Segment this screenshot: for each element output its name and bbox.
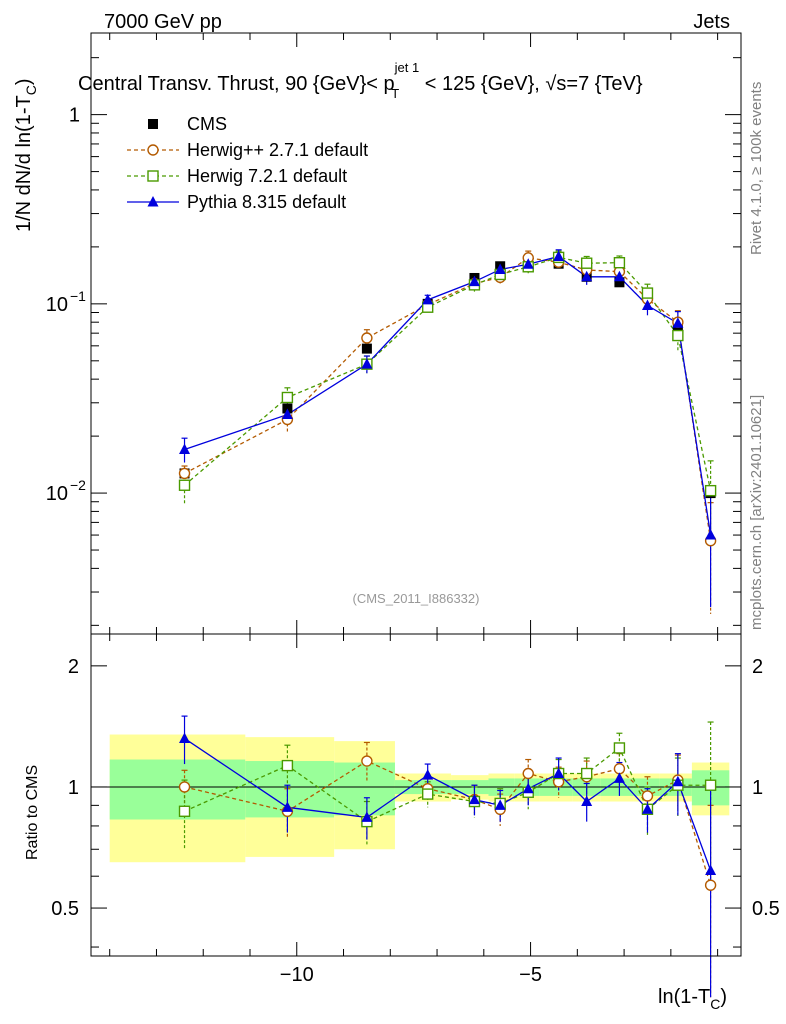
ratio-point-pythia-8-315-default xyxy=(179,732,191,743)
ratio-point-pythia-8-315-default xyxy=(613,772,625,783)
plot-title: Central Transv. Thrust, 90 {GeV}< pjet 1… xyxy=(78,60,643,101)
ratio-point-pythia-8-315-default xyxy=(361,811,373,822)
main-point-pythia-8-315-default xyxy=(581,270,593,282)
axis-ticks xyxy=(91,33,741,956)
main-point-pythia-8-315-default xyxy=(179,443,191,454)
header-left-label: 7000 GeV pp xyxy=(104,11,222,33)
ratio-y-tick-label-left: 2 xyxy=(68,656,79,678)
ratio-y-tick-label-right: 2 xyxy=(752,656,763,678)
ratio-point-herwig-7-2-1-default xyxy=(281,759,294,772)
main-point-pythia-8-315-default xyxy=(422,293,434,305)
ratio-point-herwig-7-2-1-default xyxy=(704,779,717,791)
legend-label: Herwig 7.2.1 default xyxy=(187,166,347,186)
mcplots-label: mcplots.cern.ch [arXiv:2401.10621] xyxy=(748,395,765,630)
ratio-point-pythia-8-315-default xyxy=(422,769,434,780)
main-point-herwig-7-2-1-default xyxy=(178,479,191,491)
ratio-point-pythia-8-315-default xyxy=(553,767,565,779)
main-point-pythia-8-315-default xyxy=(361,358,373,369)
legend-marker xyxy=(148,119,158,129)
main-point-herwig-7-2-1-default xyxy=(672,329,684,342)
ratio-point-herwig-2-7-1-default xyxy=(361,755,373,767)
ratio-panel-series xyxy=(178,715,717,998)
ratio-point-pythia-8-315-default xyxy=(672,775,684,787)
cms-data-point xyxy=(282,403,293,414)
ratio-y-tick-label-left: 1 xyxy=(68,777,79,799)
ratio-point-pythia-8-315-default xyxy=(641,803,653,814)
rivet-version-label: Rivet 4.1.0, ≥ 100k events xyxy=(748,82,765,255)
main-point-pythia-8-315-default xyxy=(494,263,506,274)
main-y-tick-exponent: −1 xyxy=(70,288,86,304)
band-inner-segment xyxy=(334,762,395,816)
main-point-pythia-8-315-default xyxy=(553,250,565,261)
main-y-tick-label: 10 xyxy=(46,483,68,505)
main-point-pythia-8-315-default xyxy=(468,275,480,287)
main-y-tick-label: 10 xyxy=(46,294,68,316)
ratio-point-pythia-8-315-default xyxy=(281,801,293,812)
ratio-y-tick-label-right: 1 xyxy=(752,777,763,799)
main-point-herwig-7-2-1-default xyxy=(613,256,626,269)
ratio-point-herwig-2-7-1-default xyxy=(522,767,534,780)
header-right-label: Jets xyxy=(693,11,730,33)
ratio-point-herwig-7-2-1-default xyxy=(421,788,434,800)
legend-marker xyxy=(147,196,159,207)
x-tick-label: −5 xyxy=(519,964,542,986)
ratio-point-pythia-8-315-default xyxy=(581,795,593,807)
main-y-tick-label: 1 xyxy=(69,105,80,127)
ratio-point-herwig-7-2-1-default xyxy=(580,767,593,780)
main-point-pythia-8-315-default xyxy=(281,408,293,420)
ratio-y-axis-label: Ratio to CMS xyxy=(24,765,41,860)
ratio-point-herwig-7-2-1-default xyxy=(178,805,191,817)
ratio-point-pythia-8-315-default xyxy=(705,864,717,875)
legend-label: Herwig++ 2.7.1 default xyxy=(187,140,368,160)
ratio-point-pythia-8-315-default xyxy=(522,782,534,794)
cms-data-point xyxy=(361,343,372,354)
main-point-herwig-7-2-1-default xyxy=(641,287,654,299)
legend-label: Pythia 8.315 default xyxy=(187,192,346,212)
legend-marker xyxy=(147,170,159,182)
main-point-herwig-2-7-1-default xyxy=(178,467,191,480)
main-line-pythia-8-315-default xyxy=(184,255,712,536)
main-point-pythia-8-315-default xyxy=(522,258,534,269)
x-tick-label: −10 xyxy=(280,964,314,986)
legend-label: CMS xyxy=(187,114,227,134)
ratio-point-herwig-7-2-1-default xyxy=(613,742,626,754)
main-y-tick-exponent: −2 xyxy=(70,477,86,493)
main-point-pythia-8-315-default xyxy=(641,299,653,311)
main-point-herwig-7-2-1-default xyxy=(704,484,717,497)
main-line-herwig-2-7-1-default xyxy=(184,257,712,541)
ratio-y-tick-label-right: 0.5 xyxy=(752,898,780,920)
ratio-point-herwig-2-7-1-default xyxy=(704,879,717,891)
ratio-point-herwig-2-7-1-default xyxy=(641,790,654,802)
main-point-herwig-2-7-1-default xyxy=(361,332,373,344)
main-panel-series xyxy=(178,249,717,614)
x-axis-label: ln(1-TC) xyxy=(658,986,727,1012)
cms-data-point xyxy=(614,277,625,288)
ratio-point-herwig-2-7-1-default xyxy=(178,781,191,793)
analysis-tag: (CMS_2011_I886332) xyxy=(353,591,480,606)
main-y-axis-label: 1/N dN/d ln(1-TC) xyxy=(13,78,39,232)
ratio-point-pythia-8-315-default xyxy=(494,799,506,810)
main-point-pythia-8-315-default xyxy=(613,270,625,282)
ratio-point-pythia-8-315-default xyxy=(468,793,480,805)
main-point-herwig-7-2-1-default xyxy=(281,391,294,404)
ratio-point-herwig-2-7-1-default xyxy=(613,763,626,775)
main-point-pythia-8-315-default xyxy=(705,529,717,540)
ratio-panel-frame xyxy=(90,633,742,957)
main-point-pythia-8-315-default xyxy=(672,317,684,328)
band-inner-segment xyxy=(109,759,246,820)
ratio-y-tick-label-left: 0.5 xyxy=(51,898,79,920)
legend-marker xyxy=(147,144,159,156)
main-point-herwig-7-2-1-default xyxy=(580,257,593,269)
legend: CMS Herwig++ 2.7.1 default Herwig 7.2.1 de… xyxy=(127,114,368,212)
